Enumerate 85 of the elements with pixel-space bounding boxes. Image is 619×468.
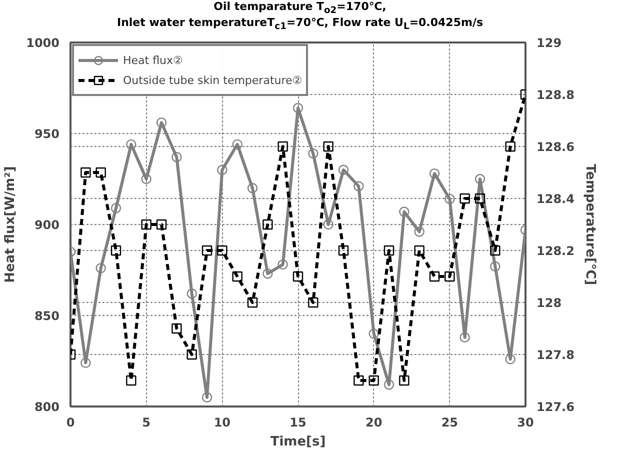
point <box>444 272 455 282</box>
point <box>262 220 273 230</box>
point <box>172 152 182 163</box>
point <box>429 272 440 282</box>
point <box>217 165 228 176</box>
point <box>368 328 379 340</box>
point <box>156 220 167 230</box>
point <box>232 140 242 150</box>
point <box>338 165 349 176</box>
point <box>80 358 91 368</box>
point <box>80 168 91 178</box>
chart-title: Oil temparature T$_{o2}$=170℃, <box>212 0 388 16</box>
y2-axis-title: Temperature[℃] <box>582 164 598 286</box>
point <box>368 376 379 386</box>
point <box>292 272 304 282</box>
point <box>278 260 288 270</box>
x-tick-label: 0 <box>66 416 75 430</box>
point <box>354 182 364 192</box>
legend-label: Heat flux② <box>123 54 183 67</box>
point <box>186 350 197 360</box>
x-tick-label: 10 <box>214 416 231 430</box>
point <box>490 262 500 272</box>
point <box>110 203 122 214</box>
point <box>292 103 304 114</box>
point <box>247 183 258 194</box>
point <box>490 246 500 256</box>
point <box>460 194 470 204</box>
point <box>474 194 486 204</box>
point <box>232 272 242 282</box>
point <box>110 246 122 256</box>
point <box>505 354 516 365</box>
point <box>323 142 334 152</box>
x-tick-label: 5 <box>142 416 151 430</box>
y-axis-title: Heat flux[W/m²] <box>3 166 18 284</box>
point <box>399 207 410 218</box>
point <box>141 174 152 184</box>
y2-tick-label: 128 <box>536 296 562 310</box>
point <box>278 142 288 152</box>
point <box>308 148 318 159</box>
point <box>126 140 136 150</box>
point <box>308 298 318 308</box>
point <box>217 246 228 256</box>
point <box>262 268 273 280</box>
point <box>474 174 486 184</box>
x-tick-label: 15 <box>290 416 306 430</box>
point <box>141 220 152 230</box>
point <box>202 246 212 256</box>
point <box>126 376 136 386</box>
y2-tick-label: 128.8 <box>536 88 574 102</box>
point <box>172 324 182 334</box>
y-tick-label: 900 <box>34 218 60 232</box>
point <box>414 246 424 256</box>
point <box>444 194 455 204</box>
point <box>414 227 424 238</box>
x-tick-label: 30 <box>517 416 534 430</box>
y2-tick-label: 127.8 <box>536 348 574 362</box>
chart-subtitle: Inlet water temperatureT$_{c1}$=70℃, Flow rate U$_{L}$=0.0425m/s <box>116 16 484 32</box>
point <box>429 168 440 180</box>
point <box>96 168 106 178</box>
point <box>399 376 410 386</box>
point <box>460 332 470 343</box>
x-tick-label: 20 <box>365 416 382 430</box>
x-tick-label: 25 <box>441 416 458 430</box>
point <box>96 263 106 274</box>
x-axis-title: Time[s] <box>270 434 326 450</box>
y-tick-label: 1000 <box>26 36 60 50</box>
y-tick-label: 950 <box>34 127 60 142</box>
point <box>186 288 197 300</box>
y2-tick-label: 128.6 <box>536 140 574 154</box>
y2-tick-label: 127.6 <box>536 400 574 414</box>
y2-tick-label: 128.2 <box>536 244 574 258</box>
point <box>338 246 349 256</box>
point <box>354 376 364 386</box>
point <box>505 142 516 152</box>
point <box>384 380 394 390</box>
y2-tick-label: 129 <box>536 36 562 50</box>
point <box>323 220 334 230</box>
point <box>384 246 394 256</box>
y-tick-label: 850 <box>34 309 60 324</box>
point <box>202 392 212 403</box>
y2-tick-label: 128.4 <box>536 192 574 206</box>
legend-label: Outside tube skin temperature② <box>123 74 302 87</box>
point <box>247 298 258 308</box>
point <box>156 118 167 128</box>
y-tick-label: 800 <box>34 400 60 414</box>
